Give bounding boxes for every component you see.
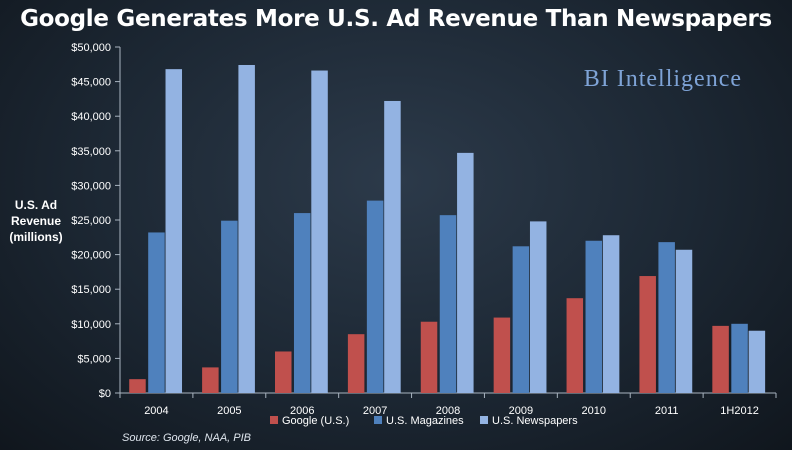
bar-google-u-s-2011 <box>639 276 656 393</box>
bar-google-u-s-2009 <box>493 317 511 393</box>
x-tick-label: 2005 <box>217 405 241 417</box>
bar-u-s-magazines-2004 <box>148 232 165 393</box>
bar-u-s-newspapers-1h2012 <box>748 330 766 393</box>
legend-label: Google (U.S.) <box>282 415 349 427</box>
x-tick-label: 2010 <box>582 405 606 417</box>
x-tick-label: 2007 <box>363 405 387 417</box>
bar-u-s-magazines-2007 <box>366 200 384 393</box>
bar-u-s-magazines-2008 <box>439 215 457 393</box>
y-tick-label: $30,000 <box>71 180 111 192</box>
bar-u-s-newspapers-2008 <box>457 152 474 393</box>
y-tick-label: $40,000 <box>71 111 111 123</box>
y-tick-label: $35,000 <box>71 146 111 158</box>
bar-u-s-newspapers-2010 <box>602 235 620 393</box>
bar-u-s-newspapers-2009 <box>529 221 547 393</box>
bar-u-s-newspapers-2007 <box>384 100 401 393</box>
bar-google-u-s-2004 <box>129 379 146 393</box>
y-tick-label: $15,000 <box>71 284 111 296</box>
bar-u-s-newspapers-2011 <box>675 249 693 393</box>
legend-swatch <box>374 416 382 424</box>
bar-google-u-s-2005 <box>202 367 219 393</box>
y-tick-label: $50,000 <box>71 42 111 54</box>
y-tick-label: $45,000 <box>71 77 111 89</box>
y-axis-label: U.S. Ad Revenue (millions) <box>9 198 63 244</box>
bar-u-s-newspapers-2005 <box>238 64 255 393</box>
y-tick-label: $10,000 <box>71 319 111 331</box>
bar-google-u-s-2007 <box>347 334 365 393</box>
y-tick-label: $0 <box>99 388 111 400</box>
x-tick-label: 2009 <box>509 405 533 417</box>
x-tick-label: 1H2012 <box>720 405 759 417</box>
bar-u-s-magazines-2009 <box>512 246 530 393</box>
x-tick-label: 2011 <box>655 405 679 417</box>
legend-label: U.S. Magazines <box>386 415 464 427</box>
x-tick-label: 2006 <box>290 405 314 417</box>
y-tick-label: $20,000 <box>71 250 111 262</box>
bar-u-s-magazines-2011 <box>658 242 675 393</box>
bar-u-s-newspapers-2006 <box>311 70 328 393</box>
x-tick-label: 2008 <box>436 405 460 417</box>
bar-u-s-magazines-2005 <box>221 220 238 393</box>
brand-logo: BI Intelligence <box>583 66 742 92</box>
bar-u-s-magazines-2010 <box>585 240 603 393</box>
y-tick-label: $25,000 <box>71 215 111 227</box>
bar-google-u-s-1h2012 <box>712 325 729 393</box>
legend-swatch <box>480 416 488 424</box>
chart-title: Google Generates More U.S. Ad Revenue Th… <box>20 6 772 32</box>
legend-swatch <box>270 416 278 424</box>
bar-google-u-s-2008 <box>420 321 438 393</box>
source-note: Source: Google, NAA, PIB <box>122 432 252 444</box>
bar-u-s-newspapers-2004 <box>165 69 183 394</box>
bar-google-u-s-2010 <box>566 298 584 393</box>
bar-u-s-magazines-2006 <box>293 213 311 393</box>
legend-label: U.S. Newspapers <box>492 415 578 427</box>
y-tick-label: $5,000 <box>77 353 111 365</box>
x-tick-label: 2004 <box>144 405 168 417</box>
bar-u-s-magazines-1h2012 <box>731 323 748 393</box>
bar-google-u-s-2006 <box>274 351 292 393</box>
